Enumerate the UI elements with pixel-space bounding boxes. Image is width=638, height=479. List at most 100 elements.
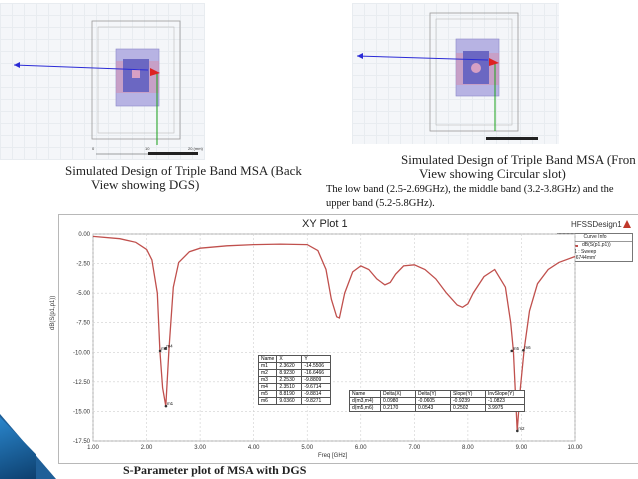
design-name: HFSSDesign1 <box>571 220 622 229</box>
back-view-caption: Simulated Design of Triple Band MSA (Bac… <box>65 164 302 192</box>
y-tick-label: -15.00 <box>73 409 91 415</box>
cell: -16.6466 <box>301 369 332 377</box>
band-description: The low band (2.5-2.69GHz), the middle b… <box>326 184 614 209</box>
marker-header-x: X <box>276 355 303 363</box>
cell: m4 <box>257 383 278 391</box>
series-line <box>92 235 576 431</box>
cell: m2 <box>257 369 278 377</box>
table-row: m4 2.3510 -9.6714 <box>257 383 332 391</box>
y-tick-label: 0.00 <box>78 232 90 238</box>
cell: m5 <box>257 390 278 398</box>
cell: -14.5506 <box>301 362 332 370</box>
cell: 2.3620 <box>276 362 303 370</box>
cell: 3.9975 <box>485 404 525 412</box>
ansys-logo-icon <box>623 220 631 228</box>
front-view-image <box>352 3 559 144</box>
cell: -9.8809 <box>301 376 332 384</box>
scale-label-20: 20 (mm) <box>188 146 203 151</box>
cell: -1.0823 <box>485 397 525 405</box>
cell: 0.2170 <box>380 404 416 412</box>
cell: -9.8271 <box>301 397 332 405</box>
cell: -9.8814 <box>301 390 332 398</box>
y-tick-label: -17.50 <box>73 439 91 445</box>
scale-label-10: 10 <box>145 146 150 151</box>
delta-header-invslope: InvSlope(Y) <box>485 390 525 398</box>
marker-label: m6 <box>524 345 531 350</box>
back-view-caption-line1: Simulated Design of Triple Band MSA (Bac… <box>65 163 302 178</box>
cell: m6 <box>257 397 278 405</box>
legend-header: Curve Info <box>558 234 632 242</box>
cell: -0.0605 <box>415 397 451 405</box>
delta-header-dy: Delta(Y) <box>415 390 451 398</box>
cell: -0.9239 <box>450 397 486 405</box>
marker-point <box>516 429 519 433</box>
front-view-caption-line2: View showing Circular slot) <box>419 166 566 181</box>
table-row: m6 9.0360 -9.8271 <box>257 397 332 405</box>
front-view-drawing <box>356 12 538 140</box>
plot-area <box>92 233 576 442</box>
marker-point <box>522 348 525 352</box>
back-view-drawing <box>13 20 198 155</box>
table-row: m5 8.8190 -9.8814 <box>257 390 332 398</box>
cell: 2.2530 <box>276 376 303 384</box>
legend-param: la='34.6744mm' <box>561 255 597 261</box>
table-row: d(m5,m6) 0.2170 0.0543 0.2502 3.9975 <box>349 404 525 412</box>
legend-setup: Setup1 : Sweep <box>561 249 597 255</box>
x-tick-label: 4.00 <box>248 445 260 451</box>
marker-label: m1 <box>167 401 174 406</box>
legend-entry: dB(S(p1,p1)) <box>582 242 611 248</box>
front-view-caption-line1: Simulated Design of Triple Band MSA (Fro… <box>401 152 636 167</box>
delta-marker-table: Name Delta(X) Delta(Y) Slope(Y) InvSlope… <box>349 390 525 412</box>
marker-header-name: Name <box>257 355 278 363</box>
delta-header-name: Name <box>349 390 381 398</box>
cell: m1 <box>257 362 278 370</box>
cell: 0.0543 <box>415 404 451 412</box>
x-tick-label: 10.00 <box>567 445 583 451</box>
x-axis-title: Freq [GHz] <box>318 453 348 459</box>
table-row: m3 2.2530 -9.8809 <box>257 376 332 384</box>
delta-table-header: Name Delta(X) Delta(Y) Slope(Y) InvSlope… <box>349 390 525 398</box>
cell: d(m5,m6) <box>349 404 381 412</box>
marker-point <box>164 404 168 408</box>
x-tick-label: 7.00 <box>408 445 420 451</box>
back-view-image: 0 10 20 (mm) <box>0 3 205 160</box>
delta-header-slope: Slope(Y) <box>450 390 486 398</box>
view-grid <box>352 3 559 144</box>
marker-point <box>164 347 167 350</box>
view-grid <box>0 3 205 160</box>
table-row: m2 8.9230 -16.6466 <box>257 369 332 377</box>
plot-caption: S-Parameter plot of MSA with DGS <box>123 463 307 477</box>
y-axis-title: dB(S(p1,p1)) <box>50 295 56 330</box>
y-tick-label: -10.00 <box>73 350 91 356</box>
marker-label: m5 <box>513 346 520 351</box>
back-view-caption-line2: View showing DGS) <box>91 177 200 192</box>
cell: 9.0360 <box>276 397 303 405</box>
cell: 0.2502 <box>450 404 486 412</box>
x-tick-label: 1.00 <box>87 445 99 451</box>
scale-label-0: 0 <box>92 146 95 151</box>
x-tick-label: 9.00 <box>516 445 528 451</box>
cell: 8.8190 <box>276 390 303 398</box>
cell: m3 <box>257 376 278 384</box>
cell: d(m3,m4) <box>349 397 381 405</box>
x-tick-label: 2.00 <box>141 445 153 451</box>
marker-table: Name X Y m1 2.3620 -14.5506 m2 8.9230 -16.64… <box>257 355 332 405</box>
delta-header-dx: Delta(X) <box>380 390 416 398</box>
x-tick-label: 6.00 <box>355 445 367 451</box>
y-tick-label: -5.00 <box>76 291 90 297</box>
cell: -9.6714 <box>301 383 332 391</box>
plot-title: XY Plot 1 <box>302 218 348 230</box>
cell: 0.0980 <box>380 397 416 405</box>
table-row: m1 2.3620 -14.5506 <box>257 362 332 370</box>
x-tick-label: 5.00 <box>301 445 313 451</box>
marker-point <box>158 349 162 353</box>
marker-label: m4 <box>166 343 173 348</box>
x-tick-label: 3.00 <box>194 445 206 451</box>
marker-point <box>510 349 514 353</box>
cell: 2.3510 <box>276 383 303 391</box>
y-tick-label: -12.50 <box>73 380 91 386</box>
front-view-caption: Simulated Design of Triple Band MSA (Fro… <box>401 153 636 181</box>
cell: 8.9230 <box>276 369 303 377</box>
marker-table-header: Name X Y <box>257 355 332 363</box>
